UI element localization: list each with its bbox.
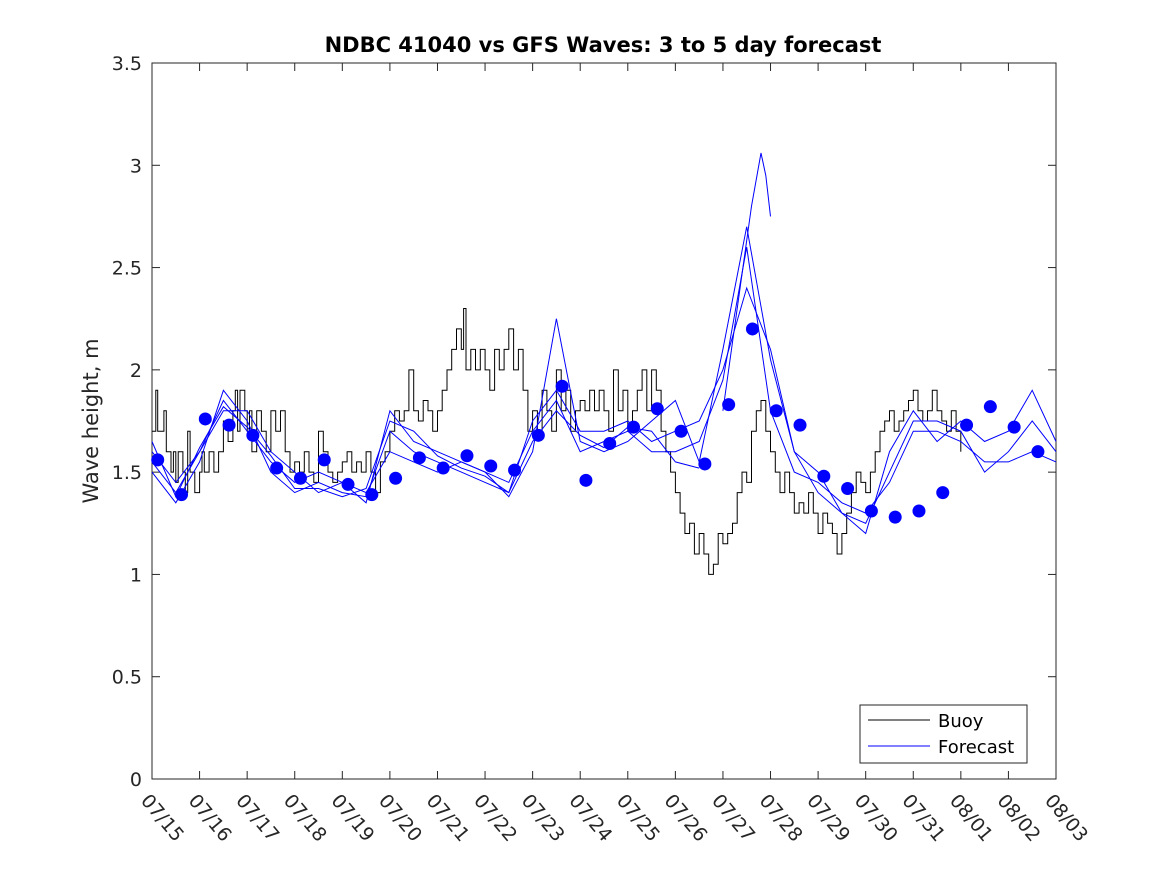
forecast-marker <box>888 510 902 524</box>
legend-forecast-label: Forecast <box>938 737 1014 758</box>
forecast-marker <box>222 418 236 432</box>
y-tick-label: 2.5 <box>112 258 142 280</box>
y-tick-label: 1.5 <box>112 462 142 484</box>
forecast-marker <box>745 322 759 336</box>
forecast-marker <box>769 404 783 418</box>
forecast-marker <box>531 428 545 442</box>
plot-area <box>151 62 1057 780</box>
forecast-marker <box>936 486 950 500</box>
forecast-marker <box>793 418 807 432</box>
forecast-marker <box>722 398 736 412</box>
forecast-marker <box>174 488 188 502</box>
forecast-marker <box>1007 420 1021 434</box>
forecast-marker <box>555 379 569 393</box>
forecast-marker <box>198 412 212 426</box>
forecast-marker <box>817 469 831 483</box>
forecast-marker <box>983 400 997 414</box>
y-tick-label: 0.5 <box>112 667 142 689</box>
forecast-marker <box>412 451 426 465</box>
forecast-marker <box>841 482 855 496</box>
forecast-markers <box>151 322 1045 524</box>
forecast-marker <box>603 437 617 451</box>
y-tick-label: 0 <box>130 769 142 791</box>
forecast-marker <box>960 418 974 432</box>
y-tick-label: 3.5 <box>112 53 142 75</box>
forecast-marker <box>341 477 355 491</box>
forecast-marker <box>674 424 688 438</box>
legend-box <box>859 704 1028 764</box>
forecast-marker <box>579 473 593 487</box>
forecast-line <box>151 286 1057 524</box>
forecast-marker <box>270 461 284 475</box>
forecast-marker <box>698 457 712 471</box>
y-tick-label: 2 <box>130 360 142 382</box>
forecast-marker <box>864 504 878 518</box>
forecast-marker <box>365 488 379 502</box>
forecast-marker <box>484 459 498 473</box>
forecast-marker <box>293 471 307 485</box>
forecast-marker <box>460 449 474 463</box>
y-axis-label: Wave height, m <box>79 338 103 503</box>
legend: Buoy Forecast <box>859 704 1028 764</box>
forecast-marker <box>246 428 260 442</box>
forecast-marker <box>912 504 926 518</box>
forecast-marker <box>389 471 403 485</box>
buoy-line <box>152 308 962 575</box>
chart-title: NDBC 41040 vs GFS Waves: 3 to 5 day fore… <box>325 33 882 57</box>
forecast-marker <box>508 463 522 477</box>
y-axis-ticks: 0 0.5 1 1.5 2 2.5 3 3.5 <box>112 53 1056 791</box>
y-tick-label: 1 <box>130 564 142 586</box>
forecast-marker <box>1031 445 1045 459</box>
forecast-marker <box>436 461 450 475</box>
y-tick-label: 3 <box>130 155 142 177</box>
forecast-line <box>722 152 771 411</box>
axes-box <box>151 62 1057 780</box>
forecast-marker <box>650 402 664 416</box>
legend-buoy-label: Buoy <box>938 711 984 732</box>
forecast-marker <box>626 420 640 434</box>
forecast-marker <box>151 453 165 467</box>
forecast-marker <box>317 453 331 467</box>
